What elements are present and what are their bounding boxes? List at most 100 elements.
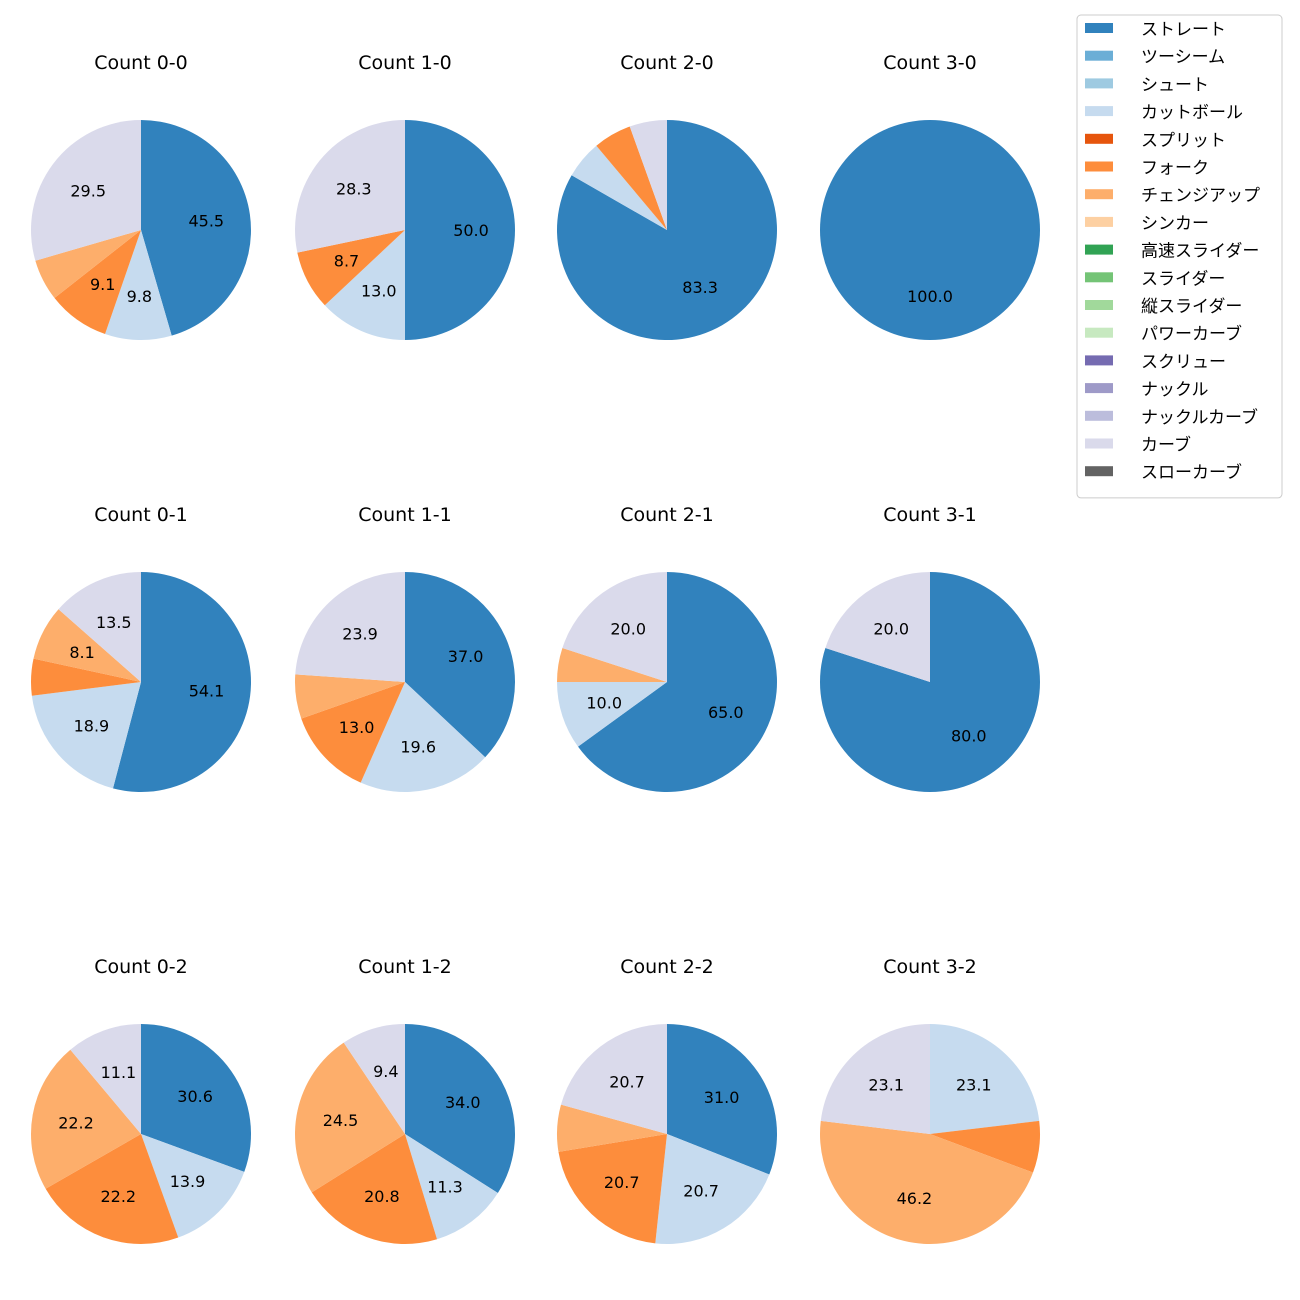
- legend-frame: [1076, 14, 1283, 499]
- slice-label: 46.2: [897, 1189, 933, 1208]
- pie-slice: [405, 120, 515, 340]
- slice-label: 34.0: [445, 1093, 481, 1112]
- legend-swatch: [1085, 355, 1113, 366]
- legend-entry-label: ツーシーム: [1141, 48, 1225, 68]
- slice-label: 13.0: [339, 718, 375, 737]
- pie-slice: [294, 674, 405, 719]
- legend-swatch: [1085, 300, 1113, 310]
- pie-slice: [30, 1049, 141, 1189]
- slice-label: 9.1: [90, 275, 115, 294]
- pie-4: Count 3-0 100.0: [820, 52, 1040, 340]
- pie-slice: [33, 609, 141, 682]
- pie-slice: [301, 682, 405, 783]
- slice-label: 11.1: [101, 1063, 137, 1082]
- pie-3: Count 2-0 83.3: [556, 52, 777, 340]
- pie-slice: [295, 120, 405, 253]
- pie-slice: [556, 1104, 667, 1152]
- pies-group: Count 0-0 45.5 9.8 9.1 29.5 Count 1-0 50.0 13.0…: [30, 52, 1041, 1245]
- slice-label: 13.0: [361, 282, 397, 301]
- slice-label: 8.7: [334, 252, 359, 271]
- slice-label: 22.2: [100, 1187, 136, 1206]
- legend-entry-label: 縦スライダー: [1141, 297, 1242, 317]
- legend-swatch: [1085, 383, 1113, 394]
- pie-slice: [596, 126, 667, 230]
- slice-label: 9.4: [373, 1062, 398, 1081]
- legend-swatch: [1085, 327, 1113, 338]
- slice-label: 31.0: [704, 1088, 740, 1107]
- slice-label: 20.0: [610, 620, 646, 639]
- legend-swatch: [1085, 78, 1113, 89]
- pie-title: Count 0-1: [94, 504, 188, 526]
- pie-slice: [297, 230, 405, 306]
- pie-title: Count 2-0: [620, 52, 714, 74]
- pie-slice: [571, 145, 667, 230]
- pie-slice: [343, 1024, 405, 1134]
- legend-swatch: [1085, 410, 1113, 421]
- legend-entry-label: チェンジアップ: [1141, 186, 1260, 206]
- slice-label: 50.0: [453, 221, 489, 240]
- pie-slice: [311, 1134, 438, 1244]
- legend-entry-label: フォーク: [1141, 159, 1209, 179]
- pie-8: Count 3-1 80.0 20.0: [819, 504, 1040, 792]
- pie-title: Count 2-1: [620, 504, 714, 526]
- legend-entry-label: カーブ: [1141, 435, 1191, 456]
- legend-swatch: [1085, 23, 1113, 33]
- pie-10: Count 1-2 34.0 11.3 20.8 24.5 9.4: [294, 956, 516, 1244]
- pie-1: Count 0-0 45.5 9.8 9.1 29.5: [31, 52, 251, 341]
- pie-slice: [58, 572, 141, 682]
- slice-label: 28.3: [336, 179, 372, 198]
- pie-slice: [112, 572, 252, 792]
- legend-swatch: [1085, 466, 1113, 477]
- pie-title: Count 1-1: [358, 504, 452, 526]
- legend-entry-label: スライダー: [1141, 269, 1225, 289]
- legend-entry-label: ナックル: [1141, 380, 1209, 400]
- pie-slice: [562, 572, 667, 682]
- pie-slice: [54, 230, 142, 334]
- slice-label: 22.2: [58, 1113, 94, 1132]
- pie-12: Count 3-2 23.1 46.2 23.1: [819, 956, 1041, 1245]
- slice-label: 13.5: [96, 613, 132, 632]
- pie-title: Count 3-1: [883, 504, 977, 526]
- slice-label: 11.3: [427, 1178, 463, 1197]
- legend-entry-label: ナックルカーブ: [1141, 407, 1258, 428]
- legend-entry-label: シンカー: [1141, 214, 1209, 234]
- legend-swatch: [1085, 106, 1113, 117]
- pie-title: Count 0-2: [94, 956, 188, 978]
- legend-swatch: [1085, 272, 1113, 283]
- slice-label: 20.7: [683, 1182, 719, 1201]
- slice-label: 13.9: [170, 1172, 206, 1191]
- legend-entry-label: 高速スライダー: [1141, 242, 1259, 262]
- pie-5: Count 0-1 54.1 18.9 8.113.5: [31, 504, 252, 792]
- slice-label: 20.0: [873, 620, 909, 639]
- pie-slice: [360, 682, 486, 793]
- legend-swatch: [1085, 133, 1113, 144]
- legend-swatch: [1085, 438, 1113, 449]
- slice-label: 20.7: [604, 1173, 640, 1192]
- pie-slice: [405, 1024, 516, 1193]
- pie-slice: [295, 572, 405, 682]
- pie-title: Count 3-2: [883, 956, 977, 978]
- pie-slice: [578, 572, 777, 792]
- slice-label: 19.6: [400, 738, 436, 757]
- slice-label: 20.8: [364, 1187, 400, 1206]
- legend-entry-label: スローカーブ: [1141, 462, 1242, 483]
- legend-swatch: [1085, 216, 1113, 227]
- pie-slice: [557, 682, 667, 747]
- pie-slice: [324, 230, 405, 340]
- legend-entry-label: シュート: [1141, 75, 1209, 95]
- slice-label: 37.0: [448, 647, 484, 666]
- pie-2: Count 1-0 50.0 13.08.7 28.3: [295, 52, 515, 340]
- slice-label: 20.7: [609, 1073, 645, 1092]
- slice-label: 23.9: [342, 625, 378, 644]
- pie-slice: [560, 1024, 667, 1134]
- slice-label: 9.8: [127, 287, 152, 306]
- pie-7: Count 2-1 65.0 10.0 20.0: [557, 504, 777, 792]
- pie-slice: [31, 682, 141, 789]
- legend-swatch: [1085, 189, 1113, 200]
- pie-slice: [45, 1134, 179, 1245]
- slice-label: 18.9: [74, 717, 110, 736]
- pie-slice: [558, 1134, 667, 1244]
- slice-label: 83.3: [682, 278, 718, 297]
- legend-swatch: [1085, 50, 1113, 61]
